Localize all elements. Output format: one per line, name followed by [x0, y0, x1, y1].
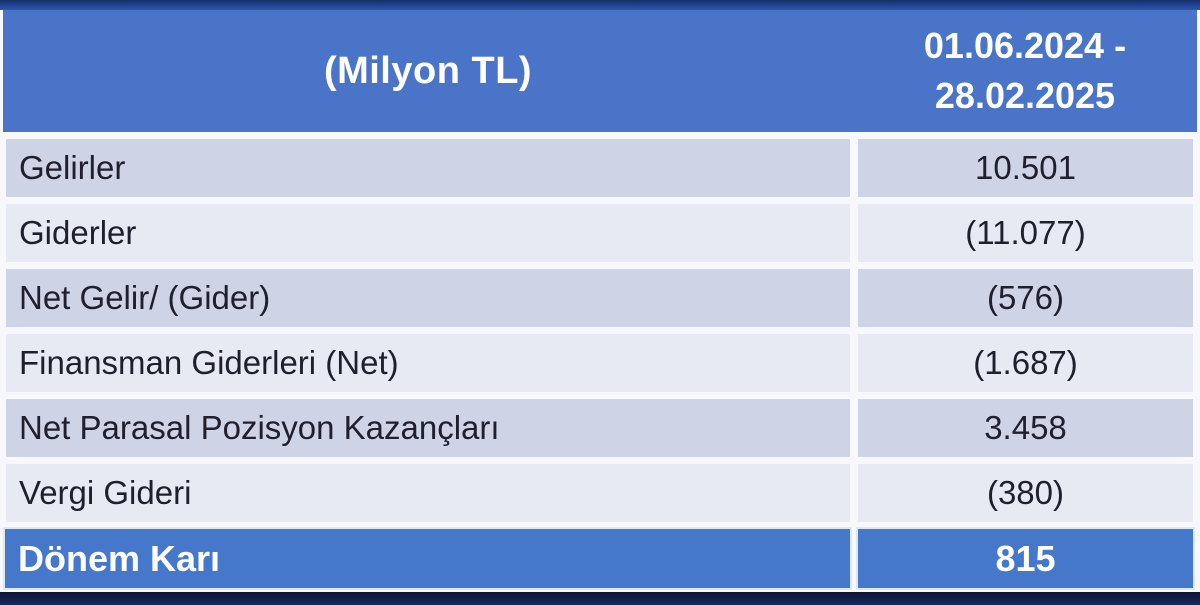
table-row: Gelirler 10.501	[6, 139, 1193, 197]
header-unit-label: (Milyon TL)	[323, 49, 533, 92]
table-header-row: (Milyon TL) 01.06.2024 - 28.02.2025	[3, 10, 1197, 132]
row-label: Net Gelir/ (Gider)	[6, 269, 850, 327]
table-row: Giderler (11.077)	[6, 204, 1193, 262]
total-row: Dönem Karı 815	[5, 529, 1193, 588]
row-value: (576)	[858, 269, 1193, 327]
table-row: Vergi Gideri (380)	[6, 464, 1193, 522]
row-label: Vergi Gideri	[6, 464, 850, 522]
top-accent-bar	[0, 0, 1200, 10]
row-label: Gelirler	[6, 139, 850, 197]
row-value: (380)	[858, 464, 1193, 522]
table-row: Net Gelir/ (Gider) (576)	[6, 269, 1193, 327]
total-row-value: 815	[858, 529, 1193, 588]
row-value: 3.458	[858, 399, 1193, 457]
row-value: (11.077)	[858, 204, 1193, 262]
header-period-line1: 01.06.2024 -	[923, 25, 1127, 66]
header-period: 01.06.2024 - 28.02.2025	[853, 10, 1197, 132]
total-row-label: Dönem Karı	[5, 529, 850, 588]
bottom-accent-bar	[0, 592, 1200, 605]
row-label: Net Parasal Pozisyon Kazançları	[6, 399, 850, 457]
table-row: Net Parasal Pozisyon Kazançları 3.458	[6, 399, 1193, 457]
row-value: (1.687)	[858, 334, 1193, 392]
row-value: 10.501	[858, 139, 1193, 197]
row-label: Finansman Giderleri (Net)	[6, 334, 850, 392]
table-body: Gelirler 10.501 Giderler (11.077) Net Ge…	[0, 139, 1200, 529]
header-period-line2: 28.02.2025	[934, 75, 1116, 116]
row-label: Giderler	[6, 204, 850, 262]
table-row: Finansman Giderleri (Net) (1.687)	[6, 334, 1193, 392]
